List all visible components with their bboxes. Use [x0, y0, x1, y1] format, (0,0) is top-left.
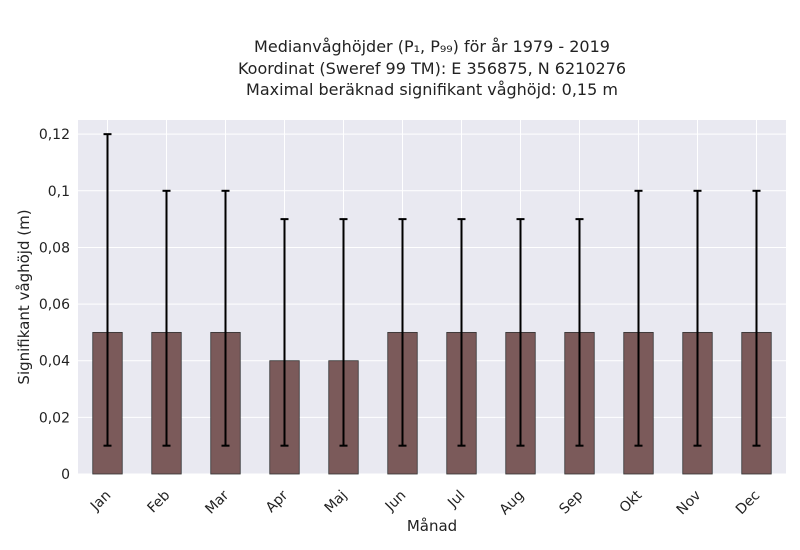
chart-title: Medianvåghöjder (P₁, P₉₉) för år 1979 - … [238, 37, 626, 99]
y-tick-label: 0,06 [39, 297, 70, 313]
chart-title-line-1: Medianvåghöjder (P₁, P₉₉) för år 1979 - … [254, 37, 610, 56]
x-tick-label-aug: Aug [497, 488, 528, 519]
error-bars [103, 133, 761, 447]
x-tick-label-maj: Maj [322, 488, 351, 517]
error-bar-mar [221, 189, 230, 447]
y-tick-label: 0,04 [39, 354, 70, 370]
y-tick-label: 0 [61, 467, 70, 483]
x-tick-label-feb: Feb [144, 487, 173, 516]
error-bar-jun [398, 218, 407, 447]
error-bar-aug [516, 218, 525, 447]
y-tick-label: 0,1 [48, 184, 70, 200]
error-bar-sep [575, 218, 584, 447]
chart-title-line-3: Maximal beräknad signifikant våghöjd: 0,… [246, 80, 618, 99]
x-tick-label-dec: Dec [733, 488, 763, 518]
x-axis-label: Månad [407, 517, 457, 535]
plot-area [78, 120, 786, 474]
error-bar-maj [339, 218, 348, 447]
y-tick-label: 0,12 [39, 127, 70, 143]
y-tick-label: 0,08 [39, 240, 70, 256]
y-tick-label: 0,02 [39, 410, 70, 426]
x-tick-label-apr: Apr [263, 487, 292, 516]
x-tick-label-jul: Jul [444, 488, 468, 512]
y-axis-label: Signifikant våghöjd (m) [15, 209, 33, 384]
x-tick-label-mar: Mar [202, 487, 232, 517]
x-tick-label-jun: Jun [382, 488, 409, 515]
y-axis-ticks: 0 0,02 0,04 0,06 0,08 0,1 0,12 [39, 127, 70, 483]
x-tick-label-jan: Jan [87, 488, 114, 515]
x-tick-label-nov: Nov [674, 488, 705, 519]
x-tick-label-sep: Sep [556, 487, 586, 517]
error-bar-dec [752, 189, 761, 447]
error-bar-nov [693, 189, 702, 447]
error-bar-feb [162, 189, 171, 447]
x-tick-label-okt: Okt [617, 487, 646, 516]
error-bar-okt [634, 189, 643, 447]
chart-title-line-2: Koordinat (Sweref 99 TM): E 356875, N 62… [238, 59, 626, 78]
x-axis-ticks: Jan Feb Mar Apr Maj Jun Jul Aug Sep Okt Nov Dec [87, 487, 763, 518]
error-bar-apr [280, 218, 289, 447]
error-bar-jan [103, 133, 112, 447]
error-bar-jul [457, 218, 466, 447]
